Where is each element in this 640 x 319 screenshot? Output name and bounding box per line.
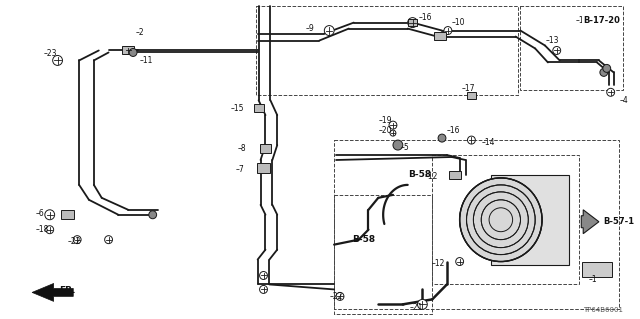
Circle shape — [456, 257, 463, 265]
Text: –4: –4 — [620, 96, 628, 105]
Text: B-58: B-58 — [408, 170, 431, 179]
Text: –12: –12 — [431, 259, 445, 268]
Bar — [449, 171, 461, 179]
Bar — [520, 6, 623, 90]
Text: –19: –19 — [378, 116, 392, 125]
Text: –18: –18 — [36, 225, 49, 234]
Text: –8: –8 — [237, 144, 246, 152]
Circle shape — [105, 236, 113, 244]
Bar — [260, 144, 271, 152]
Text: –1: –1 — [589, 275, 598, 284]
Text: B-57-1: B-57-1 — [603, 217, 634, 226]
Circle shape — [52, 56, 63, 65]
Text: –16: –16 — [419, 13, 432, 22]
Polygon shape — [581, 210, 599, 234]
Text: –21: –21 — [410, 303, 423, 312]
Text: TP64B6001: TP64B6001 — [584, 307, 623, 313]
Circle shape — [46, 226, 54, 234]
Circle shape — [393, 140, 403, 150]
Text: B-58: B-58 — [352, 235, 375, 244]
Text: –9: –9 — [306, 24, 314, 33]
Bar — [467, 92, 476, 99]
Text: –2: –2 — [136, 28, 144, 37]
Circle shape — [417, 300, 428, 309]
Polygon shape — [32, 284, 73, 301]
Bar — [334, 195, 432, 314]
Circle shape — [260, 271, 268, 279]
Bar — [253, 104, 264, 112]
Text: –16: –16 — [447, 126, 460, 135]
Circle shape — [324, 26, 334, 35]
Text: –11: –11 — [140, 56, 154, 65]
Text: –6: –6 — [36, 209, 45, 218]
Text: –15: –15 — [230, 104, 244, 113]
Circle shape — [260, 286, 268, 293]
Circle shape — [124, 47, 132, 55]
Text: –22: –22 — [329, 292, 342, 301]
Circle shape — [444, 26, 452, 34]
Text: FR.: FR. — [60, 286, 76, 295]
Bar — [257, 163, 270, 173]
Text: –14: –14 — [481, 137, 495, 146]
Text: –23: –23 — [44, 49, 58, 58]
Text: –5: –5 — [401, 143, 410, 152]
Circle shape — [129, 48, 137, 56]
Circle shape — [553, 47, 561, 55]
Bar — [122, 47, 134, 55]
Bar — [61, 210, 74, 219]
Bar — [491, 175, 570, 264]
Text: –17: –17 — [461, 84, 475, 93]
Circle shape — [336, 293, 344, 300]
Text: –13: –13 — [546, 36, 559, 45]
Text: –7: –7 — [235, 166, 244, 174]
Circle shape — [408, 18, 417, 27]
Text: –22: –22 — [67, 237, 81, 246]
Bar — [434, 32, 446, 40]
Bar — [334, 140, 618, 309]
Circle shape — [600, 68, 608, 76]
Circle shape — [467, 136, 476, 144]
Text: –12: –12 — [425, 173, 438, 182]
Bar — [255, 6, 518, 95]
Bar — [432, 155, 579, 285]
Bar — [408, 19, 417, 26]
Text: –13: –13 — [575, 16, 589, 25]
Circle shape — [438, 134, 446, 142]
Text: –10: –10 — [452, 18, 465, 27]
Circle shape — [389, 121, 397, 129]
Circle shape — [460, 178, 542, 262]
Bar — [582, 262, 612, 278]
Circle shape — [390, 130, 396, 136]
Text: –20: –20 — [378, 126, 392, 135]
Text: B-17-20: B-17-20 — [584, 16, 621, 25]
Circle shape — [73, 236, 81, 244]
Circle shape — [45, 210, 54, 220]
Circle shape — [607, 88, 614, 96]
Circle shape — [603, 64, 611, 72]
Circle shape — [148, 211, 157, 219]
